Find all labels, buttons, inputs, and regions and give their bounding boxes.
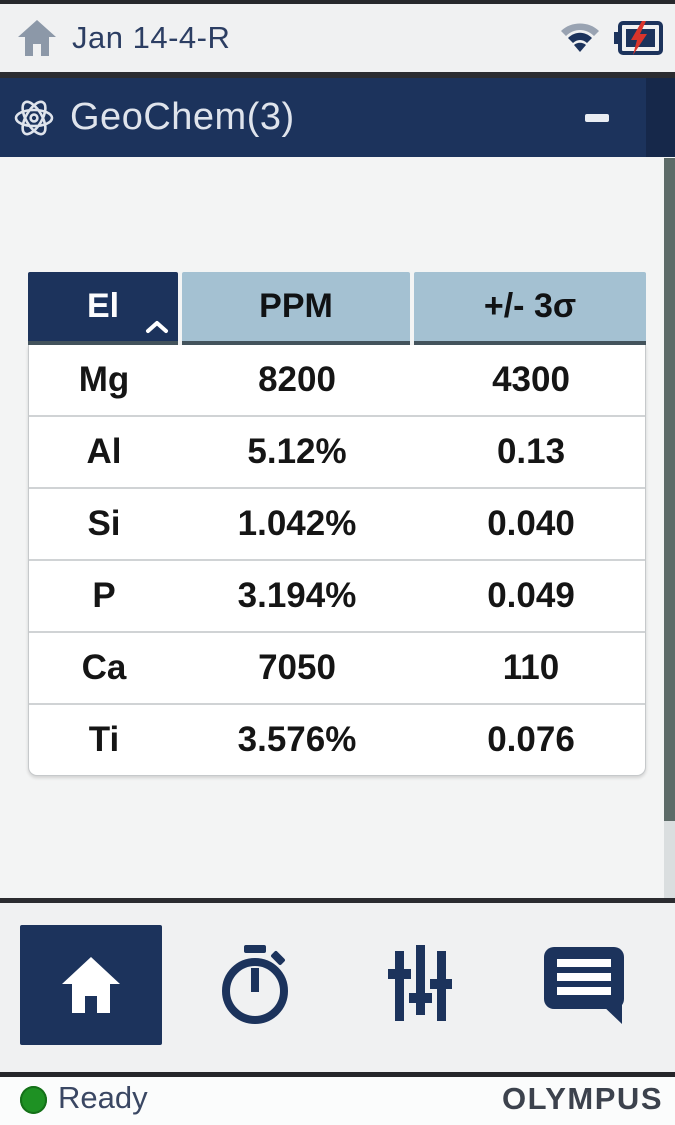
top-edge-line bbox=[0, 0, 675, 4]
minimize-icon bbox=[585, 113, 609, 122]
ppm-cell: 8200 bbox=[258, 360, 336, 399]
element-cell: Mg bbox=[78, 360, 130, 399]
nav-home-button[interactable] bbox=[20, 925, 162, 1045]
column-header-el-label: El bbox=[86, 287, 120, 325]
column-header-sigma[interactable]: +/- 3σ bbox=[414, 272, 646, 345]
brand-logo: OLYMPUS bbox=[502, 1081, 663, 1116]
ppm-cell: 5.12% bbox=[247, 432, 347, 471]
results-table: El PPM +/- 3σ Mg 8200 4300 Al 5.12% 0.13 bbox=[28, 272, 646, 776]
table-row: Al 5.12% 0.13 bbox=[29, 415, 645, 487]
atom-icon bbox=[10, 94, 58, 142]
element-cell: Ca bbox=[81, 648, 127, 687]
element-cell: Al bbox=[86, 432, 122, 471]
scrollbar-thumb[interactable] bbox=[664, 158, 675, 821]
sigma-cell: 110 bbox=[502, 648, 560, 687]
nav-stopwatch-button[interactable] bbox=[184, 925, 326, 1045]
divider-footer bbox=[0, 1072, 675, 1077]
divider-nav bbox=[0, 898, 675, 903]
app-title-bar: GeoChem(3) bbox=[0, 78, 675, 157]
bottom-nav bbox=[0, 903, 675, 1072]
element-cell: Si bbox=[87, 504, 121, 543]
status-ready-icon bbox=[20, 1086, 47, 1114]
column-header-ppm[interactable]: PPM bbox=[182, 272, 410, 345]
footer-status-bar: Ready OLYMPUS bbox=[0, 1077, 675, 1125]
table-row: Si 1.042% 0.040 bbox=[29, 487, 645, 559]
results-panel: El PPM +/- 3σ Mg 8200 4300 Al 5.12% 0.13 bbox=[0, 157, 675, 898]
ppm-cell: 7050 bbox=[258, 648, 336, 687]
element-cell: Ti bbox=[88, 720, 120, 759]
ppm-cell: 1.042% bbox=[237, 504, 357, 543]
app-title: GeoChem(3) bbox=[70, 96, 295, 138]
ppm-cell: 3.576% bbox=[237, 720, 357, 759]
sliders-icon bbox=[388, 945, 452, 1025]
scrollbar-track[interactable] bbox=[664, 158, 675, 898]
wifi-icon bbox=[557, 19, 603, 57]
status-label: Ready bbox=[58, 1080, 148, 1115]
home-icon bbox=[58, 955, 124, 1015]
topbar-icons bbox=[557, 4, 663, 72]
nav-adjustments-button[interactable] bbox=[349, 925, 491, 1045]
message-icon bbox=[542, 945, 628, 1025]
ppm-cell: 3.194% bbox=[237, 576, 357, 615]
sigma-cell: 0.049 bbox=[487, 576, 575, 615]
stopwatch-icon bbox=[218, 945, 292, 1025]
battery-charging-icon bbox=[613, 20, 663, 56]
nav-messages-button[interactable] bbox=[514, 925, 656, 1045]
sigma-cell: 0.076 bbox=[487, 720, 575, 759]
table-row: Mg 8200 4300 bbox=[29, 345, 645, 415]
column-header-el[interactable]: El bbox=[28, 272, 178, 345]
sigma-cell: 4300 bbox=[492, 360, 570, 399]
divider-top bbox=[0, 72, 675, 78]
home-icon[interactable] bbox=[16, 18, 58, 58]
table-row: Ti 3.576% 0.076 bbox=[29, 703, 645, 775]
top-status-bar: Jan 14-4-R bbox=[0, 4, 675, 72]
table-row: Ca 7050 110 bbox=[29, 631, 645, 703]
titlebar-right-strip bbox=[646, 78, 675, 157]
table-body: Mg 8200 4300 Al 5.12% 0.13 Si 1.042% 0.0… bbox=[28, 345, 646, 776]
element-cell: P bbox=[92, 576, 116, 615]
table-row: P 3.194% 0.049 bbox=[29, 559, 645, 631]
sigma-cell: 0.040 bbox=[487, 504, 575, 543]
sample-id-label: Jan 14-4-R bbox=[72, 20, 231, 55]
minimize-button[interactable] bbox=[575, 78, 619, 157]
sigma-cell: 0.13 bbox=[496, 432, 566, 471]
table-header-row: El PPM +/- 3σ bbox=[28, 272, 646, 345]
chevron-up-icon bbox=[145, 320, 169, 334]
